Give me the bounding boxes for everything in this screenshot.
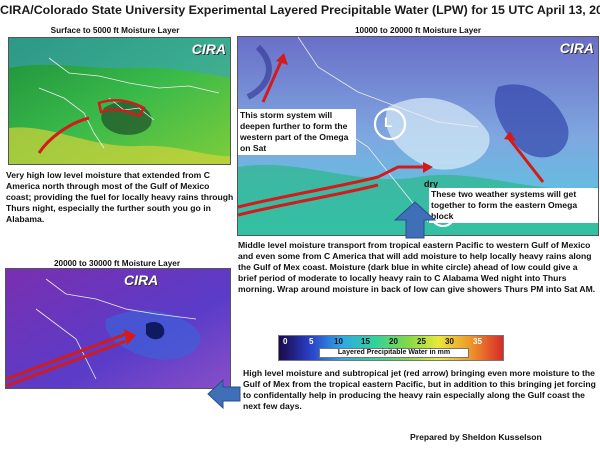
tick-label: 20 bbox=[389, 337, 398, 346]
two-systems-callout: These two weather systems will get toget… bbox=[429, 188, 598, 223]
upper-moisture-map: CIRA bbox=[5, 268, 231, 389]
mid-moisture-map: CIRA L dry This storm system will deepen… bbox=[237, 36, 599, 236]
upper-map-image bbox=[6, 269, 230, 388]
storm-arrow bbox=[261, 56, 285, 103]
left-arrow-icon bbox=[207, 379, 241, 409]
tick-label: 10 bbox=[334, 337, 343, 346]
surface-moisture-outline bbox=[97, 99, 146, 118]
tick-label: 5 bbox=[309, 337, 314, 346]
low-pressure-circle bbox=[373, 107, 407, 141]
upper-jet-arrow bbox=[6, 332, 127, 381]
mid-cira-logo: CIRA bbox=[559, 40, 594, 56]
up-arrow-icon bbox=[394, 201, 436, 239]
mid-description: Middle level moisture transport from tro… bbox=[238, 240, 596, 294]
surface-moisture-map: CIRA bbox=[8, 37, 231, 165]
surface-panel-caption: Surface to 5000 ft Moisture Layer bbox=[50, 26, 180, 35]
surface-moisture-arrow bbox=[37, 116, 90, 154]
color-bar-label: Layered Precipitable Water in mm bbox=[319, 348, 469, 358]
tick-label: 0 bbox=[283, 337, 288, 346]
system-arrow-1 bbox=[506, 136, 545, 183]
storm-callout: This storm system will deepen further to… bbox=[238, 109, 356, 155]
upper-cira-logo: CIRA bbox=[124, 272, 159, 288]
page-title: CIRA/Colorado State University Experimen… bbox=[0, 3, 600, 17]
tick-label: 35 bbox=[473, 337, 482, 346]
color-bar-ticks: 0 5 10 15 20 25 30 35 bbox=[279, 337, 503, 347]
color-bar: 0 5 10 15 20 25 30 35 Layered Precipitab… bbox=[278, 335, 504, 361]
surface-description: Very high low level moisture that extend… bbox=[6, 170, 234, 224]
tick-label: 25 bbox=[417, 337, 426, 346]
credit-text: Prepared by Sheldon Kusselson bbox=[410, 432, 542, 442]
mid-panel-caption: 10000 to 20000 ft Moisture Layer bbox=[354, 26, 482, 35]
tick-label: 30 bbox=[445, 337, 454, 346]
jet-arrow bbox=[238, 165, 423, 209]
low-pressure-symbol: L bbox=[384, 114, 393, 130]
upper-panel-caption: 20000 to 30000 ft Moisture Layer bbox=[53, 259, 181, 268]
mid-map-image bbox=[238, 37, 598, 235]
surface-cira-logo: CIRA bbox=[191, 41, 226, 57]
surface-map-image bbox=[9, 38, 230, 164]
dry-label: dry bbox=[424, 179, 439, 189]
upper-description: High level moisture and subtropical jet … bbox=[243, 368, 596, 411]
tick-label: 15 bbox=[361, 337, 370, 346]
